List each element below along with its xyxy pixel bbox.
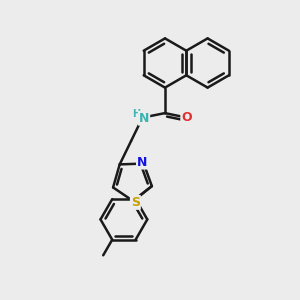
Text: S: S [131,196,140,209]
Text: N: N [139,112,149,125]
Text: H: H [132,109,140,119]
Text: N: N [137,156,147,169]
Text: O: O [181,111,192,124]
